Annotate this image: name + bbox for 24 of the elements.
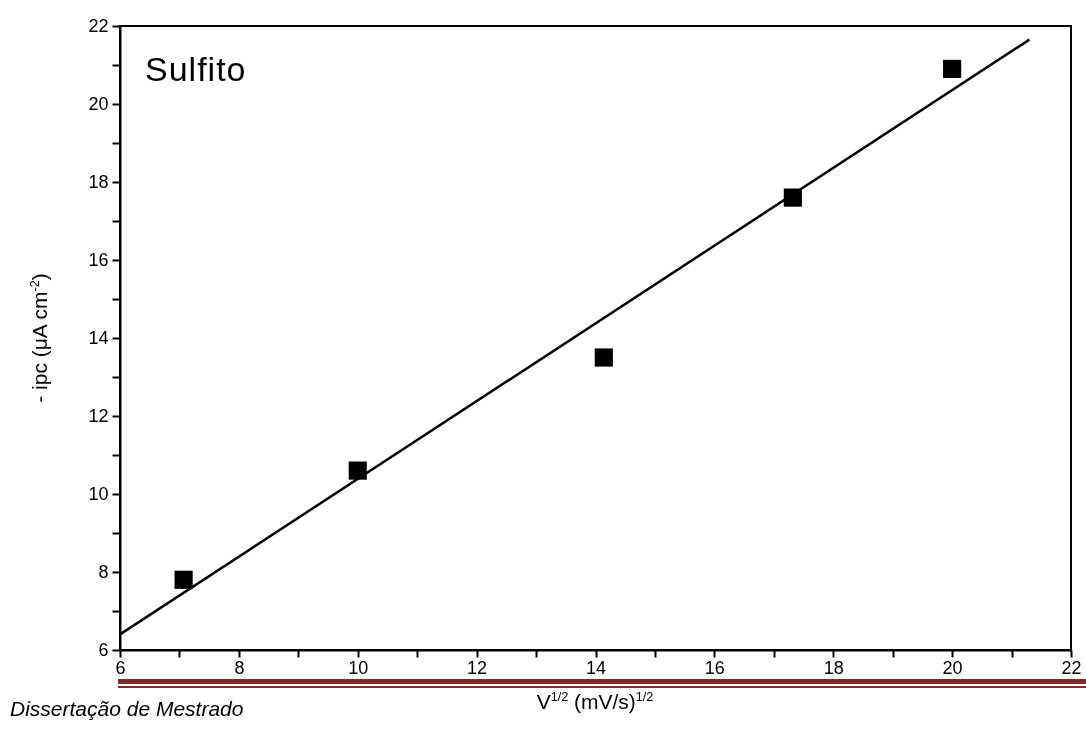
x-tick-label: 8	[234, 657, 245, 678]
y-tick-label: 6	[98, 639, 109, 660]
y-tick-label: 18	[88, 171, 109, 192]
x-tick-label: 16	[704, 657, 725, 678]
x-tick-label: 14	[585, 657, 607, 678]
y-tick-label: 22	[88, 15, 109, 36]
point	[943, 59, 962, 78]
x-tick-label: 22	[1061, 657, 1082, 678]
y-tick-label: 16	[88, 249, 109, 270]
point	[594, 348, 613, 367]
x-tick-label: 6	[115, 657, 126, 678]
text: Dissertação de Mestrado	[10, 697, 244, 721]
point	[174, 570, 193, 589]
y-tick-label: 14	[88, 327, 109, 348]
y-tick-label: 20	[88, 93, 109, 114]
y-tick-label: 10	[88, 483, 109, 504]
x-axis-title: V$^{1/2}$ (mV/s)$^{1/2}$	[536, 690, 654, 714]
text: Sulfito	[145, 50, 247, 89]
x-tick-label: 12	[467, 657, 488, 678]
y-tick-label: 8	[98, 561, 109, 582]
x-tick-label: 18	[823, 657, 844, 678]
x-tick-label: 10	[348, 657, 369, 678]
y-tick-label: 12	[88, 405, 109, 426]
x-tick-label: 20	[942, 657, 963, 678]
